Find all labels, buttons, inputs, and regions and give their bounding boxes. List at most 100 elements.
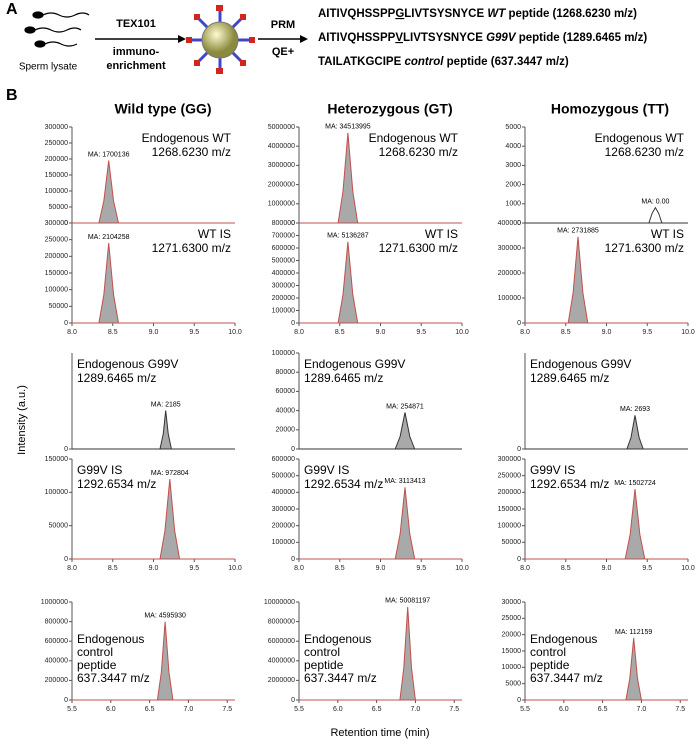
x-tick-label: 10.0 bbox=[681, 329, 695, 336]
peptide-name: G99V bbox=[486, 32, 517, 44]
trace-label: Endogenous bbox=[77, 632, 144, 646]
peak-annotation: MA: 2185 bbox=[151, 401, 181, 408]
peptide-line: TAILATKGCIPE control peptide (637.3447 m… bbox=[318, 56, 569, 68]
y-tick-label: 200000 bbox=[498, 270, 521, 277]
x-tick-label: 8.0 bbox=[294, 565, 304, 572]
y-tick-label: 0 bbox=[64, 320, 68, 327]
y-tick-label: 150000 bbox=[45, 172, 68, 179]
y-tick-label: 40000 bbox=[276, 407, 296, 414]
y-tick-label: 50000 bbox=[502, 539, 522, 546]
x-tick-label: 5.5 bbox=[520, 706, 530, 713]
enrich-label: TEX101 bbox=[116, 18, 156, 30]
peak-annotation: MA: 1502724 bbox=[614, 480, 656, 487]
chromatogram: 0 20000 40000 60000 80000 100000 MA: 254871 End… bbox=[272, 350, 462, 453]
peak-annotation: MA: 972804 bbox=[151, 470, 189, 477]
y-tick-label: 300000 bbox=[498, 456, 521, 463]
peptide-info: peptide (1289.6465 m/z) bbox=[519, 32, 648, 44]
chromatogram: 0 100000 200000 300000 400000 500000 600000 8.0… bbox=[272, 456, 469, 572]
y-tick-label: 150000 bbox=[45, 456, 68, 463]
chromatogram: 0 1000 2000 3000 4000 5000 MA: 0.00 Endogenous … bbox=[505, 124, 688, 227]
trace-label: control bbox=[77, 645, 113, 659]
chromatogram: 0 50000 100000 150000 200000 250000 300000 8.0 8… bbox=[45, 220, 242, 336]
enrich-label: immuno- bbox=[113, 46, 160, 58]
y-tick-label: 200000 bbox=[45, 156, 68, 163]
trace-label: 1271.6300 m/z bbox=[152, 241, 231, 255]
trace-label: 1289.6465 m/z bbox=[304, 371, 383, 385]
trace-label: G99V IS bbox=[304, 463, 349, 477]
enrich-label: enrichment bbox=[106, 60, 166, 72]
y-tick-label: 15000 bbox=[502, 648, 522, 655]
arrow-head bbox=[178, 35, 186, 43]
y-tick-label: 0 bbox=[517, 220, 521, 227]
y-tick-label: 0 bbox=[291, 320, 295, 327]
x-tick-label: 6.0 bbox=[559, 706, 569, 713]
peak bbox=[525, 637, 688, 701]
peptide-info: peptide (637.3447 m/z) bbox=[447, 56, 569, 68]
x-tick-label: 5.5 bbox=[294, 706, 304, 713]
y-tick-label: 0 bbox=[291, 446, 295, 453]
x-tick-label: 7.0 bbox=[637, 706, 647, 713]
y-tick-label: 300000 bbox=[45, 220, 68, 227]
trace-label: 637.3447 m/z bbox=[77, 671, 150, 685]
trace-label: 1268.6230 m/z bbox=[605, 145, 684, 159]
peak-annotation: MA: 5136287 bbox=[327, 233, 369, 240]
mutation: G bbox=[395, 8, 404, 20]
x-tick-label: 7.0 bbox=[184, 706, 194, 713]
chromatogram: 0 5000 10000 15000 20000 25000 30000 5.5 6.0 6.5 7… bbox=[502, 599, 688, 713]
chromatogram: 0 2000000 4000000 6000000 8000000 10000000 5.5… bbox=[264, 598, 462, 713]
y-tick-label: 100000 bbox=[45, 287, 68, 294]
trace-label: 637.3447 m/z bbox=[530, 671, 603, 685]
sequence: AITIVQHSSPP bbox=[318, 32, 396, 44]
y-tick-label: 400000 bbox=[272, 270, 295, 277]
y-tick-label: 4000000 bbox=[268, 658, 295, 665]
trace-label: WT IS bbox=[651, 227, 684, 241]
y-tick-label: 100000 bbox=[498, 295, 521, 302]
y-tick-label: 400000 bbox=[272, 489, 295, 496]
y-tick-label: 250000 bbox=[45, 237, 68, 244]
y-tick-label: 400000 bbox=[498, 220, 521, 227]
x-tick-label: 8.0 bbox=[294, 329, 304, 336]
peak-annotation: MA: 4595930 bbox=[144, 612, 186, 619]
chromatogram: 0 50000 100000 150000 200000 250000 300000 MA: … bbox=[45, 124, 235, 227]
trace-label: 1289.6465 m/z bbox=[530, 371, 609, 385]
y-tick-label: 20000 bbox=[276, 427, 296, 434]
peak-annotation: MA: 2693 bbox=[620, 406, 650, 413]
peak bbox=[72, 160, 235, 224]
chromatogram: 0 100000 200000 300000 400000 8.0 8.5 9.0 9.5 10.… bbox=[498, 220, 695, 336]
x-tick-label: 9.0 bbox=[602, 565, 612, 572]
chromatogram: 0 1000000 2000000 3000000 4000000 5000000 MA: … bbox=[268, 124, 462, 227]
x-tick-label: 8.5 bbox=[335, 329, 345, 336]
y-tick-label: 0 bbox=[291, 220, 295, 227]
x-tick-label: 10.0 bbox=[455, 329, 469, 336]
y-tick-label: 100000 bbox=[45, 188, 68, 195]
x-tick-label: 8.0 bbox=[520, 329, 530, 336]
trace-label: Endogenous WT bbox=[369, 131, 459, 145]
ms-label: PRM bbox=[271, 19, 295, 31]
y-tick-label: 25000 bbox=[502, 615, 522, 622]
trace-label: 1271.6300 m/z bbox=[605, 241, 684, 255]
y-tick-label: 600000 bbox=[45, 638, 68, 645]
peak bbox=[72, 242, 235, 324]
peptide-info: peptide (1268.6230 m/z) bbox=[508, 8, 637, 20]
peak bbox=[299, 241, 462, 324]
y-tick-label: 5000000 bbox=[268, 124, 295, 131]
x-tick-label: 9.0 bbox=[149, 565, 159, 572]
y-tick-label: 3000000 bbox=[268, 162, 295, 169]
sequence: AITIVQHSSPP bbox=[318, 8, 396, 20]
y-tick-label: 0 bbox=[517, 556, 521, 563]
y-tick-label: 100000 bbox=[498, 523, 521, 530]
y-tick-label: 100000 bbox=[272, 539, 295, 546]
peptide-line: AITIVQHSSPPVLIVTSYSNYCE G99V peptide (12… bbox=[318, 32, 647, 44]
x-tick-label: 9.5 bbox=[642, 565, 652, 572]
y-tick-label: 0 bbox=[517, 446, 521, 453]
y-tick-label: 250000 bbox=[498, 473, 521, 480]
trace-label: 1289.6465 m/z bbox=[77, 371, 156, 385]
peak bbox=[299, 606, 462, 701]
x-tick-label: 8.5 bbox=[108, 329, 118, 336]
y-tick-label: 1000 bbox=[505, 201, 521, 208]
y-tick-label: 100000 bbox=[272, 350, 295, 357]
peak-annotation: MA: 34513995 bbox=[325, 124, 371, 131]
peak bbox=[525, 415, 688, 450]
y-axis-label: Intensity (a.u.) bbox=[16, 385, 28, 455]
bead bbox=[186, 5, 255, 74]
